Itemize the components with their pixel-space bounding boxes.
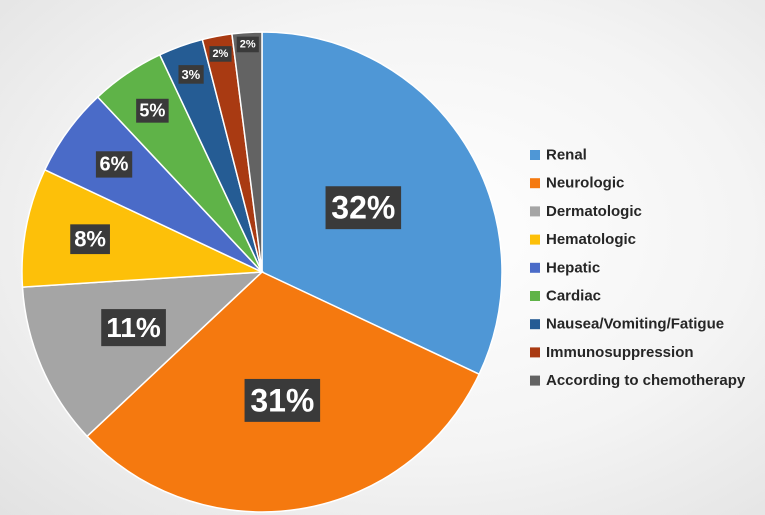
data-label-neurologic: 31% [250, 382, 314, 418]
data-label-immunosuppression: 2% [212, 48, 228, 60]
data-label-nausea-vomiting-fatigue: 3% [181, 67, 200, 82]
legend-swatch-according-to-chemotherapy [530, 375, 540, 386]
data-label-cardiac: 5% [139, 101, 165, 121]
data-label-box-dermatologic [101, 309, 166, 347]
data-label-dermatologic: 11% [106, 312, 161, 343]
legend-label-nausea-vomiting-fatigue: Nausea/Vomiting/Fatigue [546, 316, 724, 333]
legend-label-immunosuppression: Immunosuppression [546, 344, 694, 361]
pie-slice-dermatologic [21, 271, 265, 438]
legend-swatch-neurologic [530, 178, 540, 189]
legend-swatch-dermatologic [530, 206, 540, 217]
legend-swatch-hepatic [530, 262, 540, 273]
data-label-according-to-chemotherapy: 2% [240, 38, 256, 50]
data-label-box-immunosuppression [209, 46, 232, 62]
pie-slices [21, 31, 503, 513]
data-label-box-cardiac [136, 98, 169, 123]
pie-slice-hematologic [21, 168, 263, 288]
legend-swatch-renal [530, 150, 540, 160]
legend-label-dermatologic: Dermatologic [546, 203, 642, 220]
data-label-box-hepatic [95, 151, 133, 178]
data-label-box-nausea-vomiting-fatigue [178, 65, 204, 84]
legend-label-neurologic: Neurologic [546, 175, 624, 192]
legend-label-hepatic: Hepatic [546, 259, 600, 276]
data-label-hepatic: 6% [99, 153, 128, 175]
legend-swatch-nausea-vomiting-fatigue [530, 319, 540, 330]
pie-data-labels: 32% 31% 11% 8% 6% 5% 3% 2% 2% [70, 36, 402, 422]
legend-label-renal: Renal [546, 147, 587, 164]
data-label-hematologic: 8% [74, 227, 106, 252]
data-label-renal: 32% [331, 190, 395, 226]
legend-label-cardiac: Cardiac [546, 288, 601, 305]
data-label-box-according-to-chemotherapy [236, 36, 259, 53]
legend-swatch-immunosuppression [530, 347, 540, 358]
legend: Renal Neurologic Dermatologic Hematologic He… [530, 147, 746, 389]
data-label-box-neurologic [244, 378, 321, 422]
legend-label-according-to-chemotherapy: According to chemotherapy [546, 372, 746, 389]
data-label-box-renal [325, 186, 402, 230]
legend-label-hematologic: Hematologic [546, 231, 636, 248]
legend-swatch-cardiac [530, 291, 540, 301]
data-label-box-hematologic [70, 224, 110, 255]
legend-swatch-hematologic [530, 234, 540, 245]
pie-slice-according-to-chemotherapy [231, 31, 263, 273]
